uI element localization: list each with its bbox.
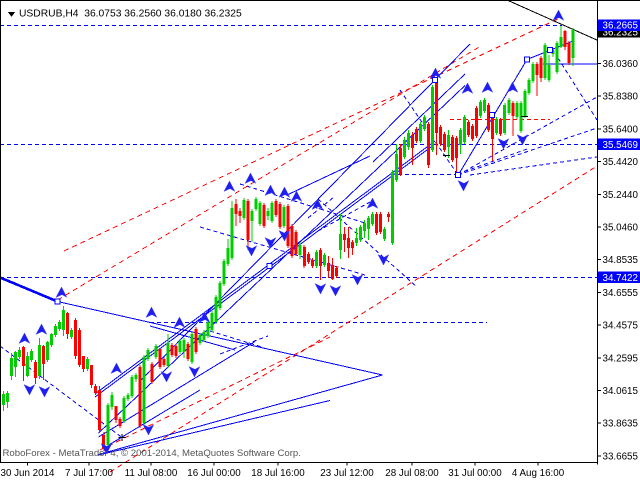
- svg-text:28 Jul 08:00: 28 Jul 08:00: [385, 468, 439, 479]
- svg-text:36.2325: 36.2325: [603, 28, 639, 39]
- svg-text:35.0460: 35.0460: [603, 223, 639, 234]
- svg-text:30 Jun 2014: 30 Jun 2014: [1, 468, 55, 479]
- svg-text:34.4575: 34.4575: [603, 321, 639, 332]
- svg-text:18 Jul 16:00: 18 Jul 16:00: [251, 468, 305, 479]
- svg-text:34.0615: 34.0615: [603, 386, 639, 397]
- svg-text:RoboForex - MetaTrader 4, © 20: RoboForex - MetaTrader 4, © 2001-2014, M…: [3, 448, 301, 459]
- svg-text:36.2665: 36.2665: [603, 21, 639, 32]
- svg-text:USDRUB,H4 36.0753 36.2560 36.: USDRUB,H4 36.0753 36.2560 36.0180 36.232…: [19, 9, 242, 20]
- svg-text:7 Jul 17:00: 7 Jul 17:00: [65, 468, 113, 479]
- svg-text:36.0360: 36.0360: [603, 59, 639, 70]
- svg-text:16 Jul 00:00: 16 Jul 00:00: [187, 468, 241, 479]
- svg-text:23 Jul 12:00: 23 Jul 12:00: [320, 468, 374, 479]
- svg-text:34.8535: 34.8535: [603, 255, 639, 266]
- svg-text:11 Jul 08:00: 11 Jul 08:00: [125, 468, 178, 479]
- svg-text:34.7422: 34.7422: [603, 273, 638, 284]
- svg-text:4 Aug 16:00: 4 Aug 16:00: [512, 468, 565, 479]
- svg-text:33.8635: 33.8635: [603, 419, 639, 430]
- svg-text:35.2440: 35.2440: [603, 190, 639, 201]
- svg-text:35.5469: 35.5469: [603, 140, 638, 151]
- svg-text:31 Jul 00:00: 31 Jul 00:00: [448, 468, 502, 479]
- svg-text:35.4420: 35.4420: [603, 157, 639, 168]
- svg-text:34.6555: 34.6555: [603, 288, 639, 299]
- svg-text:35.6400: 35.6400: [603, 124, 639, 135]
- svg-text:35.8380: 35.8380: [603, 92, 639, 103]
- svg-text:34.2595: 34.2595: [603, 353, 639, 364]
- svg-text:33.6655: 33.6655: [603, 451, 639, 462]
